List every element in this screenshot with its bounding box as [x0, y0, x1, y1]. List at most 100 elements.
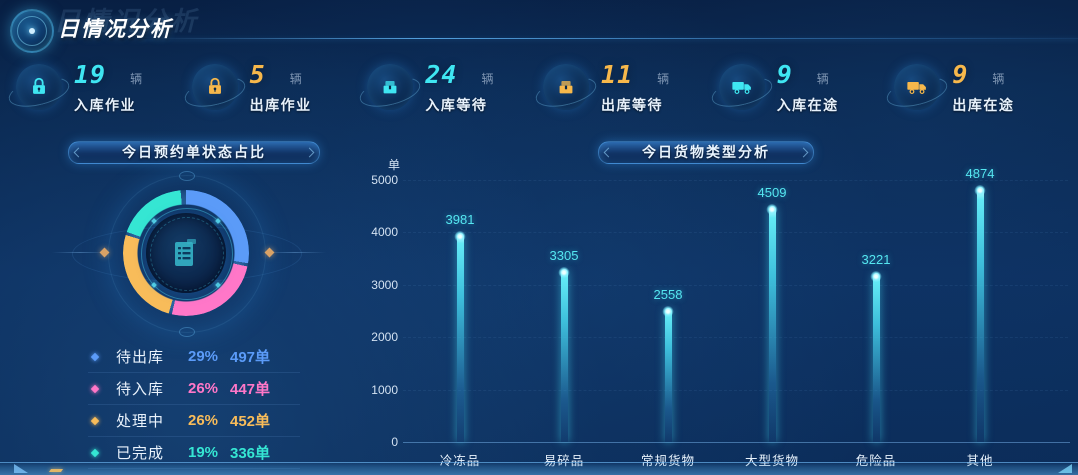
legend-label: 已完成 — [116, 445, 165, 462]
x-axis-line — [403, 442, 1070, 443]
stat-unit: 辆 — [481, 72, 494, 86]
legend-percent: 29% — [188, 348, 219, 365]
donut-inner-ring — [141, 208, 233, 300]
stat-top: 24 辆 — [425, 62, 494, 88]
package-icon — [543, 64, 590, 110]
donut-cap-bottom — [179, 327, 195, 337]
y-tick-label: 3000 — [371, 277, 398, 292]
legend-marker-icon — [87, 348, 104, 365]
stat-label: 入库在途 — [776, 97, 839, 113]
stat-item: 9 辆出库在途 — [894, 61, 1070, 125]
y-tick-label: 5000 — [371, 173, 398, 187]
legend-count: 447单 — [230, 381, 271, 398]
bar-value-label: 4509 — [757, 184, 787, 200]
stat-value: 11 — [601, 60, 634, 89]
bottom-left-arrow-icon — [14, 464, 28, 473]
page-title: 日情况分析 — [58, 18, 173, 41]
stat-value: 19 — [74, 60, 107, 89]
stat-body: 5 辆出库作业 — [249, 60, 312, 115]
stat-item: 19 辆入库作业 — [16, 61, 192, 125]
legend-label: 待出库 — [116, 349, 165, 366]
stat-unit: 辆 — [816, 72, 829, 86]
stat-label: 入库等待 — [425, 97, 488, 113]
stat-value: 5 — [249, 60, 266, 89]
stat-item: 11 辆出库等待 — [543, 61, 719, 125]
legend-marker-icon — [87, 412, 104, 429]
bar-value-label: 3221 — [861, 252, 891, 268]
legend-label: 待入库 — [116, 381, 165, 398]
donut-side-line-right — [264, 252, 326, 253]
stat-label: 入库作业 — [74, 97, 136, 113]
bottom-band-decoration — [0, 462, 1078, 475]
stat-top: 11 辆 — [601, 60, 670, 89]
donut-panel-title: 今日预约单状态占比 — [68, 141, 320, 164]
legend-marker-icon — [87, 444, 104, 461]
legend-row[interactable]: 待出库 29% 497单 — [88, 341, 300, 373]
bar — [456, 233, 464, 442]
legend-label: 处理中 — [116, 413, 165, 430]
stat-value: 9 — [952, 60, 969, 89]
gridline — [403, 284, 1068, 286]
legend-percent: 26% — [188, 412, 219, 429]
truck-icon — [894, 64, 941, 110]
stat-body: 9 辆出库在途 — [952, 60, 1015, 115]
y-tick-label: 1000 — [371, 382, 398, 397]
y-tick-label: 2000 — [371, 330, 398, 345]
legend-row[interactable]: 处理中 26% 452单 — [88, 405, 300, 437]
bar-value-label: 3981 — [445, 212, 475, 228]
stat-item: 5 辆出库作业 — [191, 60, 368, 125]
package-icon — [367, 64, 414, 110]
legend-row[interactable]: 待入库 26% 447单 — [88, 373, 300, 405]
stat-item: 24 辆入库等待 — [367, 61, 543, 125]
bar — [872, 273, 880, 442]
stat-unit: 辆 — [657, 72, 670, 86]
gridline — [403, 180, 1068, 181]
bar — [768, 205, 776, 442]
lock-icon — [191, 64, 238, 110]
stat-label: 出库在途 — [952, 97, 1015, 113]
stat-label: 出库等待 — [601, 97, 664, 113]
legend-percent: 26% — [188, 380, 219, 397]
bar-chart: 单 0 1000 2000 3000 4000 5000 3981 冷冻品 3305 易碎品 255… — [360, 138, 1078, 472]
donut-inner-dashed-ring — [150, 217, 224, 291]
stat-body: 19 辆入库作业 — [74, 60, 142, 115]
bottom-left-accent-icon — [48, 469, 64, 472]
stat-top: 19 辆 — [74, 60, 142, 89]
chevron-left-icon — [73, 147, 84, 158]
header-divider — [140, 38, 1078, 39]
bar — [560, 268, 568, 442]
y-axis-unit-label: 单 — [387, 158, 400, 172]
donut-cap-top — [179, 171, 195, 181]
gridline — [403, 337, 1068, 339]
stat-value: 9 — [776, 60, 793, 89]
stat-unit: 辆 — [992, 72, 1005, 86]
bar-panel-title-label: 今日货物类型分析 — [642, 144, 770, 160]
donut-legend: 待出库 29% 497单 待入库 26% 447单 处理中 26% 452单 已完成 19% 336单 — [88, 341, 300, 469]
legend-row[interactable]: 已完成 19% 336单 — [88, 437, 300, 469]
lock-icon — [16, 64, 62, 110]
y-tick-label: 0 — [391, 435, 398, 449]
gridline — [403, 232, 1068, 234]
bar-value-label: 2558 — [653, 286, 683, 302]
bar — [664, 307, 672, 442]
y-tick-label: 4000 — [371, 225, 398, 240]
legend-count: 497单 — [230, 349, 271, 366]
stat-label: 出库作业 — [249, 97, 312, 113]
legend-count: 336单 — [230, 445, 271, 462]
stat-body: 11 辆出库等待 — [601, 60, 670, 115]
bar-value-label: 4874 — [965, 165, 995, 181]
legend-marker-icon — [87, 380, 104, 397]
gridline — [403, 389, 1068, 391]
donut-side-line-left — [52, 252, 108, 253]
bar — [976, 186, 984, 442]
stat-unit: 辆 — [289, 72, 302, 86]
bar-value-label: 3305 — [549, 247, 579, 263]
stat-item: 9 辆入库在途 — [718, 60, 895, 125]
truck-icon — [718, 64, 765, 110]
stat-body: 9 辆入库在途 — [776, 60, 839, 115]
stats-row: 19 辆入库作业 5 辆出库作业 24 辆入库等待 11 辆出库等待 9 辆入库在途 9 辆出库在途 — [16, 61, 1070, 125]
